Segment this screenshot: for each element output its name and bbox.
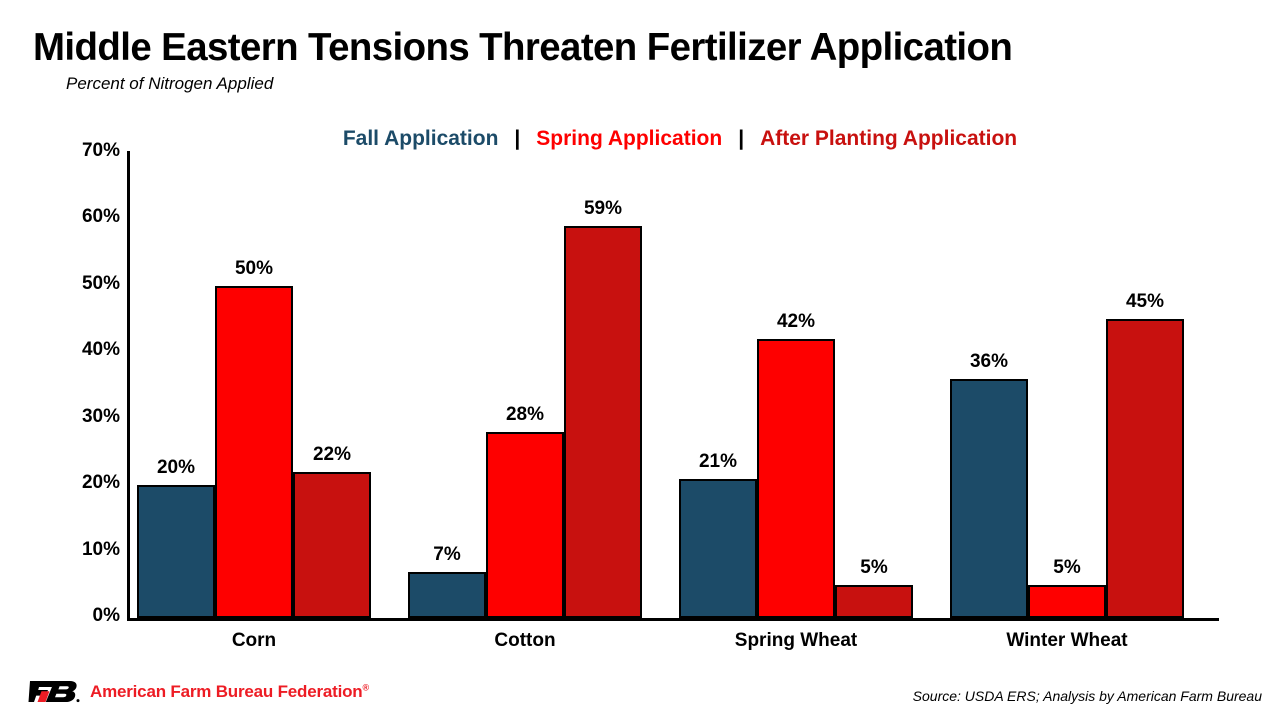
bar-corn-after-planting-application[interactable]: 22%	[293, 153, 371, 618]
bar-rect[interactable]	[293, 471, 371, 618]
bar-corn-spring-application[interactable]: 50%	[215, 153, 293, 618]
bar-rect[interactable]	[950, 378, 1028, 618]
bar-corn-fall-application[interactable]: 20%	[137, 153, 215, 618]
legend-separator: |	[514, 127, 521, 150]
bar-rect[interactable]	[137, 485, 215, 618]
bar-winter-wheat-fall-application[interactable]: 36%	[950, 153, 1028, 618]
y-axis-tick-30-percent: 30%	[81, 405, 120, 427]
y-axis-tick-70-percent: 70%	[81, 140, 120, 161]
bar-value-label: 21%	[698, 450, 738, 472]
x-axis-category-cotton: Cotton	[494, 630, 556, 651]
bar-spring-wheat-after-planting-application[interactable]: 5%	[835, 153, 913, 618]
bar-group-cotton: 7% 28% 59%	[408, 153, 642, 618]
footer-branding: American Farm Bureau Federation®	[28, 678, 369, 706]
bar-value-label: 36%	[969, 350, 1009, 372]
logo-wordmark-text: American Farm Bureau Federation	[90, 682, 363, 701]
y-axis-tick-60-percent: 60%	[81, 206, 120, 228]
legend-item-fall-application[interactable]: Fall Application	[342, 127, 499, 150]
logo-wordmark: American Farm Bureau Federation®	[90, 682, 369, 702]
bar-value-label: 45%	[1125, 291, 1165, 313]
bar-rect[interactable]	[215, 285, 293, 618]
legend-item-spring-application[interactable]: Spring Application	[536, 127, 723, 150]
source-note: Source: USDA ERS; Analysis by American F…	[912, 688, 1262, 704]
bar-cotton-after-planting-application[interactable]: 59%	[564, 153, 642, 618]
bar-value-label: 59%	[583, 198, 623, 220]
bar-value-label: 22%	[312, 443, 352, 465]
bar-value-label: 28%	[505, 404, 545, 425]
y-axis-tick-0-percent: 0%	[92, 605, 120, 626]
bar-rect[interactable]	[835, 584, 913, 618]
bar-value-label: 20%	[156, 457, 196, 479]
bar-spring-wheat-fall-application[interactable]: 21%	[679, 153, 757, 618]
bar-cotton-fall-application[interactable]: 7%	[408, 153, 486, 618]
bar-cotton-spring-application[interactable]: 28%	[486, 153, 564, 618]
chart-legend: Fall Application | Spring Application | …	[130, 124, 1230, 154]
bar-rect[interactable]	[1028, 584, 1106, 618]
x-axis-category-corn: Corn	[231, 630, 277, 651]
chart-subtitle: Percent of Nitrogen Applied	[66, 74, 274, 93]
y-axis-tick-10-percent: 10%	[81, 538, 120, 560]
bar-rect[interactable]	[486, 432, 564, 618]
page-title: Middle Eastern Tensions Threaten Fertili…	[33, 26, 1013, 69]
bar-rect[interactable]	[564, 226, 642, 618]
bar-rect[interactable]	[408, 571, 486, 618]
bar-rect[interactable]	[1106, 319, 1184, 618]
x-axis-line	[127, 618, 1219, 621]
american-farm-bureau-federation-logo-icon	[28, 681, 80, 703]
y-axis-tick-20-percent: 20%	[81, 472, 120, 494]
bar-value-label: 42%	[776, 311, 816, 332]
y-axis-line	[127, 151, 130, 620]
y-axis-tick-50-percent: 50%	[81, 272, 120, 294]
bar-rect[interactable]	[679, 478, 757, 618]
x-axis-category-spring-wheat: Spring Wheat	[734, 630, 858, 651]
bar-value-label: 7%	[433, 543, 461, 565]
bar-spring-wheat-spring-application[interactable]: 42%	[757, 153, 835, 618]
legend-separator: |	[738, 127, 745, 150]
bar-value-label: 5%	[1053, 556, 1081, 578]
x-axis-category-winter-wheat: Winter Wheat	[1006, 630, 1128, 651]
bar-value-label: 5%	[860, 556, 888, 578]
bar-value-label: 50%	[234, 257, 274, 279]
bar-winter-wheat-after-planting-application[interactable]: 45%	[1106, 153, 1184, 618]
legend-item-after-planting-application[interactable]: After Planting Application	[760, 127, 1018, 150]
bar-winter-wheat-spring-application[interactable]: 5%	[1028, 153, 1106, 618]
registered-trademark-icon: ®	[362, 682, 370, 693]
y-axis-tick-40-percent: 40%	[81, 339, 120, 361]
bar-group-winter-wheat: 36% 5% 45%	[950, 153, 1184, 618]
bar-group-corn: 20% 50% 22%	[137, 153, 371, 618]
bar-rect[interactable]	[757, 339, 835, 618]
bar-group-spring-wheat: 21% 42% 5%	[679, 153, 913, 618]
